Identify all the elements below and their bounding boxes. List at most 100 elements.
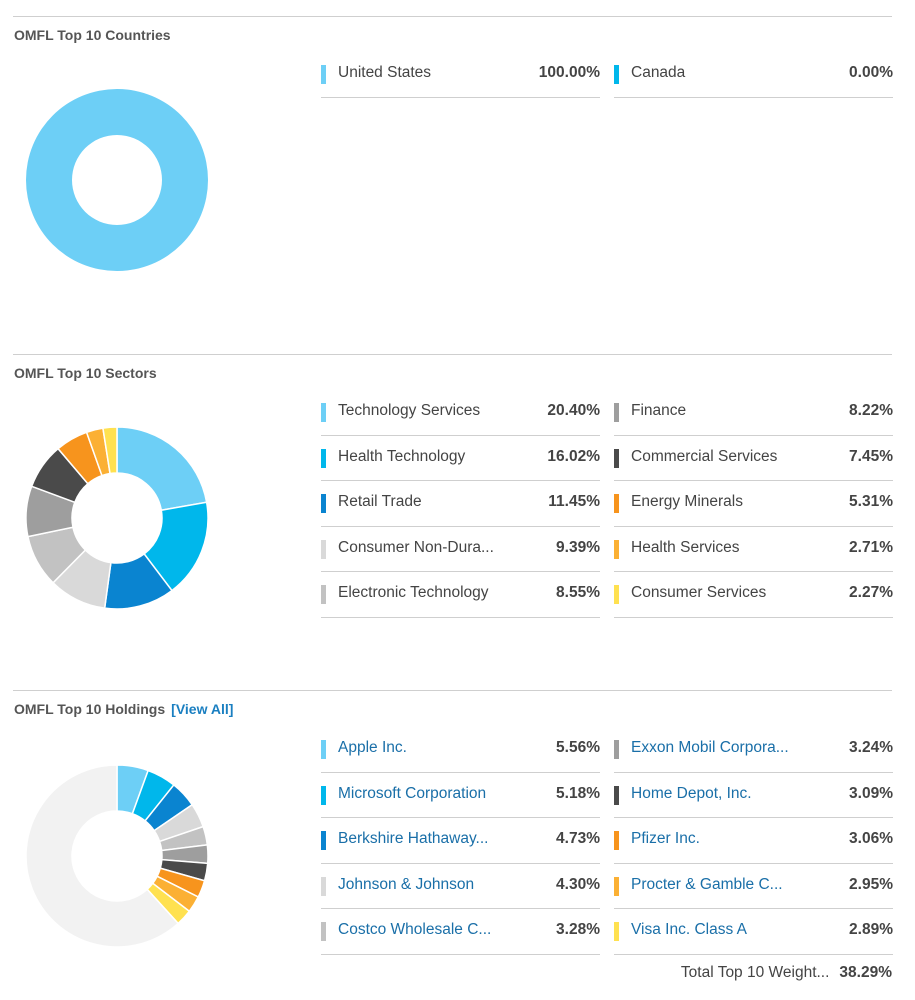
legend-label[interactable]: Exxon Mobil Corpora... [631, 739, 789, 756]
legend-value: 5.18% [556, 784, 600, 802]
legend-value: 2.89% [849, 921, 893, 938]
legend-row-exxon-mobil-corpora[interactable]: Exxon Mobil Corpora... 3.24% [614, 727, 893, 773]
legend-row-health-services: Health Services 2.71% [614, 527, 893, 572]
legend-label[interactable]: Costco Wholesale C... [338, 921, 492, 938]
legend-value: 16.02% [547, 447, 600, 465]
legend-label: Technology Services [338, 402, 481, 419]
legend-row-apple-inc[interactable]: Apple Inc. 5.56% [321, 727, 600, 773]
countries-donut-chart [25, 88, 208, 272]
legend-label[interactable]: Pfizer Inc. [631, 830, 700, 847]
total-top10-weight: Total Top 10 Weight... 38.29% [681, 964, 892, 982]
legend-label: Canada [631, 64, 686, 81]
legend-label: Health Services [631, 538, 740, 556]
legend-swatch [614, 403, 619, 422]
section-title: OMFL Top 10 Holdings [View All] [14, 701, 234, 717]
legend-swatch [614, 740, 619, 759]
legend-swatch [614, 585, 619, 604]
holdings-legend-left: Apple Inc. 5.56% Microsoft Corporation 5.18… [321, 727, 600, 955]
legend-value: 8.55% [556, 584, 600, 601]
slice-consumer-services [102, 426, 118, 475]
legend-swatch [321, 448, 326, 468]
legend-value: 2.95% [849, 875, 893, 893]
legend-label: United States [338, 64, 432, 81]
legend-label: Retail Trade [338, 493, 422, 510]
legend-value: 3.24% [849, 739, 893, 756]
total-label: Total Top 10 Weight... [680, 964, 830, 981]
legend-swatch [614, 831, 619, 850]
legend-swatch [321, 740, 326, 759]
legend-swatch [614, 922, 619, 941]
sectors-legend-right: Finance 8.22% Commercial Services 7.45% Ener… [614, 390, 893, 618]
legend-row-microsoft-corporation[interactable]: Microsoft Corporation 5.18% [321, 773, 600, 818]
legend-value: 4.73% [556, 830, 600, 847]
legend-swatch [614, 494, 619, 513]
slice-other [25, 764, 180, 948]
legend-swatch [321, 585, 326, 604]
legend-label: Finance [631, 402, 687, 419]
legend-row-health-technology: Health Technology 16.02% [321, 436, 600, 481]
legend-label[interactable]: Procter & Gamble C... [631, 875, 783, 893]
legend-label[interactable]: Microsoft Corporation [338, 784, 487, 802]
legend-row-retail-trade: Retail Trade 11.45% [321, 481, 600, 527]
legend-row-costco-wholesale-c[interactable]: Costco Wholesale C... 3.28% [321, 909, 600, 955]
section-divider [13, 16, 892, 17]
legend-swatch [614, 539, 619, 559]
legend-swatch [614, 785, 619, 805]
legend-label: Health Technology [338, 447, 466, 465]
legend-row-berkshire-hathaway[interactable]: Berkshire Hathaway... 4.73% [321, 818, 600, 864]
legend-row-consumer-services: Consumer Services 2.27% [614, 572, 893, 618]
legend-row-visa-inc-class-a[interactable]: Visa Inc. Class A 2.89% [614, 909, 893, 955]
legend-swatch [614, 65, 619, 84]
sectors-donut-chart [25, 426, 209, 610]
legend-row-electronic-technology: Electronic Technology 8.55% [321, 572, 600, 618]
legend-row-consumer-non-dura: Consumer Non-Dura... 9.39% [321, 527, 600, 572]
legend-swatch [321, 785, 326, 805]
legend-swatch [321, 65, 326, 84]
legend-swatch [614, 876, 619, 896]
legend-value: 11.45% [548, 493, 600, 510]
legend-swatch [321, 539, 326, 559]
legend-value: 4.30% [556, 875, 600, 893]
legend-label: Energy Minerals [631, 493, 743, 510]
legend-value: 7.45% [849, 447, 893, 465]
legend-value: 9.39% [556, 538, 600, 556]
legend-row-procter-gamble-c[interactable]: Procter & Gamble C... 2.95% [614, 864, 893, 909]
legend-label: Consumer Services [631, 584, 767, 601]
legend-label[interactable]: Apple Inc. [338, 739, 407, 756]
legend-value: 5.31% [849, 493, 893, 510]
section-title: OMFL Top 10 Sectors [14, 365, 157, 381]
legend-label[interactable]: Home Depot, Inc. [631, 784, 752, 802]
legend-row-commercial-services: Commercial Services 7.45% [614, 436, 893, 481]
legend-label[interactable]: Johnson & Johnson [338, 875, 475, 893]
section-divider [13, 690, 892, 691]
sectors-legend-left: Technology Services 20.40% Health Technolo… [321, 390, 600, 618]
slice-united-states [25, 88, 208, 272]
legend-row-johnson-johnson[interactable]: Johnson & Johnson 4.30% [321, 864, 600, 909]
total-value: 38.29% [839, 964, 892, 981]
legend-swatch [614, 448, 619, 468]
legend-row-united-states: United States 100.00% [321, 52, 600, 98]
legend-label: Commercial Services [631, 447, 778, 465]
legend-label: Consumer Non-Dura... [338, 538, 494, 556]
legend-swatch [321, 494, 326, 513]
legend-value: 3.06% [849, 830, 893, 847]
legend-row-canada: Canada 0.00% [614, 52, 893, 98]
legend-label: Electronic Technology [338, 584, 489, 601]
countries-legend-left: United States 100.00% [321, 52, 600, 98]
legend-row-energy-minerals: Energy Minerals 5.31% [614, 481, 893, 527]
legend-row-home-depot-inc[interactable]: Home Depot, Inc. 3.09% [614, 773, 893, 818]
legend-label[interactable]: Visa Inc. Class A [631, 921, 748, 938]
view-all-link[interactable]: [View All] [171, 701, 234, 717]
legend-value: 5.56% [556, 739, 600, 756]
legend-value: 3.28% [556, 921, 600, 938]
legend-swatch [321, 876, 326, 896]
legend-label[interactable]: Berkshire Hathaway... [338, 830, 489, 847]
slice-technology-services [116, 426, 208, 512]
countries-legend-right: Canada 0.00% [614, 52, 893, 98]
legend-swatch [321, 403, 326, 422]
legend-row-finance: Finance 8.22% [614, 390, 893, 436]
legend-row-pfizer-inc[interactable]: Pfizer Inc. 3.06% [614, 818, 893, 864]
section-title: OMFL Top 10 Countries [14, 27, 171, 43]
legend-value: 8.22% [849, 402, 893, 419]
legend-row-technology-services: Technology Services 20.40% [321, 390, 600, 436]
